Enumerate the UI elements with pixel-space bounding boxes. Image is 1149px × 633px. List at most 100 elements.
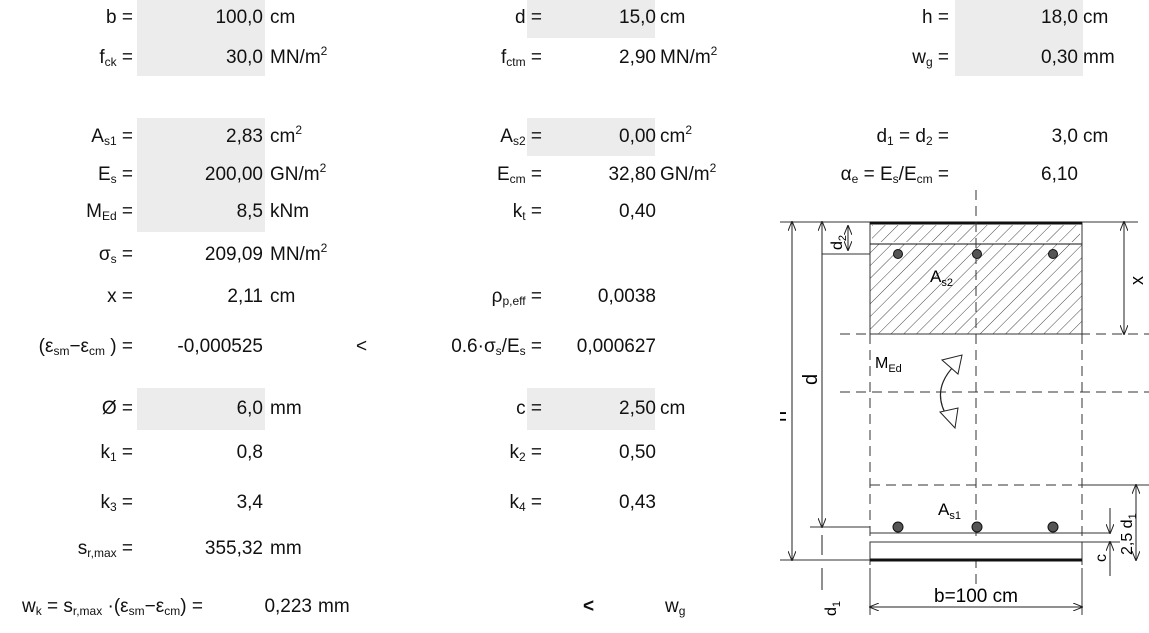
- label-fctm: fctm =: [501, 47, 542, 69]
- label-d12: d1 = d2 =: [876, 126, 949, 148]
- label-d2-diagram: d2: [829, 235, 849, 250]
- label-k1: k1 =: [100, 442, 133, 464]
- label-med: MEd =: [86, 201, 133, 223]
- value-kt: 0,40: [619, 201, 656, 222]
- label-h-diagram: h: [780, 411, 791, 422]
- unit-dia: mm: [270, 398, 302, 419]
- value-sigma: 209,09: [204, 244, 263, 265]
- label-h: h =: [922, 7, 949, 28]
- input-med[interactable]: [137, 194, 265, 232]
- compare-wk: <: [583, 596, 595, 617]
- label-es: Es =: [97, 164, 133, 186]
- value-eps: -0,000525: [177, 336, 263, 357]
- label-k3: k3 =: [100, 492, 133, 514]
- top-bar: [893, 249, 903, 259]
- unit-srmax: mm: [270, 538, 302, 559]
- label-eps: (εsm−εcm ) =: [38, 336, 133, 358]
- unit-x: cm: [270, 286, 296, 307]
- label-c-diagram: c: [1093, 554, 1110, 562]
- bottom-bar: [1047, 521, 1059, 533]
- unit-b: cm: [270, 7, 296, 28]
- value-d12: 3,0: [1051, 126, 1078, 147]
- top-bar: [972, 249, 982, 259]
- top-bar: [1048, 249, 1058, 259]
- unit-fck: MN/m2: [270, 44, 328, 68]
- unit-as2: cm2: [660, 123, 693, 147]
- label-kt: kt =: [512, 201, 542, 223]
- value-b: 100,0: [215, 7, 263, 28]
- label-k4: k4 =: [509, 492, 542, 514]
- value-alpha: 6,10: [1041, 164, 1078, 185]
- label-as2: As2 =: [500, 126, 542, 148]
- unit-sigma: MN/m2: [270, 241, 328, 265]
- input-as2[interactable]: [527, 118, 655, 156]
- label-sigma: σs =: [98, 244, 133, 266]
- unit-as1: cm2: [270, 123, 303, 147]
- label-wg-result: wg: [665, 596, 686, 618]
- value-x: 2,11: [227, 286, 263, 307]
- unit-d12: cm: [1083, 126, 1109, 147]
- value-dia: 6,0: [236, 398, 263, 419]
- bottom-bar: [892, 521, 904, 533]
- label-srmax: sr,max =: [77, 538, 133, 560]
- label-dia: Ø =: [101, 398, 133, 419]
- label-alpha: αe = Es/Ecm =: [840, 164, 949, 186]
- cross-section-diagram: As2 As1 MEd x d2 d h d1 c 2,5 d1 b=100 c…: [780, 190, 1149, 616]
- label-x-diagram: x: [1127, 276, 1147, 285]
- value-k4: 0,43: [619, 492, 656, 513]
- input-as1[interactable]: [137, 118, 265, 156]
- label-x: x =: [107, 286, 133, 307]
- unit-fctm: MN/m2: [660, 44, 718, 68]
- value-d: 15,0: [619, 7, 656, 28]
- unit-c: cm: [660, 398, 686, 419]
- label-d: d =: [515, 7, 542, 28]
- value-k3: 3,4: [236, 492, 263, 513]
- bottom-bar: [971, 521, 983, 533]
- value-as1: 2,83: [226, 126, 263, 147]
- input-wg[interactable]: [955, 38, 1083, 76]
- label-rho: ρp,eff =: [491, 286, 542, 308]
- value-fctm: 2,90: [619, 47, 656, 68]
- input-dia[interactable]: [137, 388, 265, 430]
- input-es[interactable]: [137, 156, 265, 194]
- value-ratio: 0,000627: [576, 336, 656, 357]
- label-b-diagram: b=100 cm: [934, 586, 1018, 607]
- value-med: 8,5: [236, 201, 263, 222]
- label-ecm: Ecm =: [496, 164, 542, 186]
- value-as2: 0,00: [619, 126, 656, 147]
- value-h: 18,0: [1041, 7, 1078, 28]
- input-b[interactable]: [137, 0, 265, 38]
- label-wg: wg =: [912, 47, 949, 69]
- unit-d: cm: [660, 7, 686, 28]
- label-d1-diagram: d1: [823, 601, 843, 616]
- unit-med: kNm: [270, 201, 310, 222]
- label-wk: wk = sr,max ·(εsm−εcm) =: [22, 596, 203, 618]
- value-rho: 0,0038: [597, 286, 656, 307]
- value-c: 2,50: [619, 398, 656, 419]
- value-wk: 0,223: [264, 596, 312, 617]
- label-as1-diagram: As1: [938, 500, 961, 522]
- unit-h: cm: [1083, 7, 1109, 28]
- label-fck: fck =: [99, 47, 133, 69]
- unit-wg: mm: [1083, 47, 1115, 68]
- value-k2: 0,50: [619, 442, 656, 463]
- value-srmax: 355,32: [204, 538, 263, 559]
- label-d-diagram: d: [800, 374, 822, 385]
- label-as2-diagram: As2: [930, 267, 953, 289]
- label-ratio: 0.6·σs/Es =: [451, 336, 542, 358]
- input-h[interactable]: [955, 0, 1083, 38]
- label-25d1-diagram: 2,5 d1: [1119, 513, 1139, 555]
- input-d[interactable]: [527, 0, 655, 38]
- bottom-slab: [869, 541, 1083, 561]
- unit-wk: mm: [318, 596, 350, 617]
- value-ecm: 32,80: [608, 164, 656, 185]
- value-es: 200,00: [204, 164, 263, 185]
- value-wg: 0,30: [1041, 47, 1078, 68]
- label-med-diagram: MEd: [875, 355, 902, 375]
- label-c: c =: [516, 398, 542, 419]
- input-c[interactable]: [527, 388, 655, 430]
- compare-eps: <: [356, 336, 368, 357]
- unit-es: GN/m2: [270, 161, 327, 185]
- input-fck[interactable]: [137, 38, 265, 76]
- value-k1: 0,8: [236, 442, 263, 463]
